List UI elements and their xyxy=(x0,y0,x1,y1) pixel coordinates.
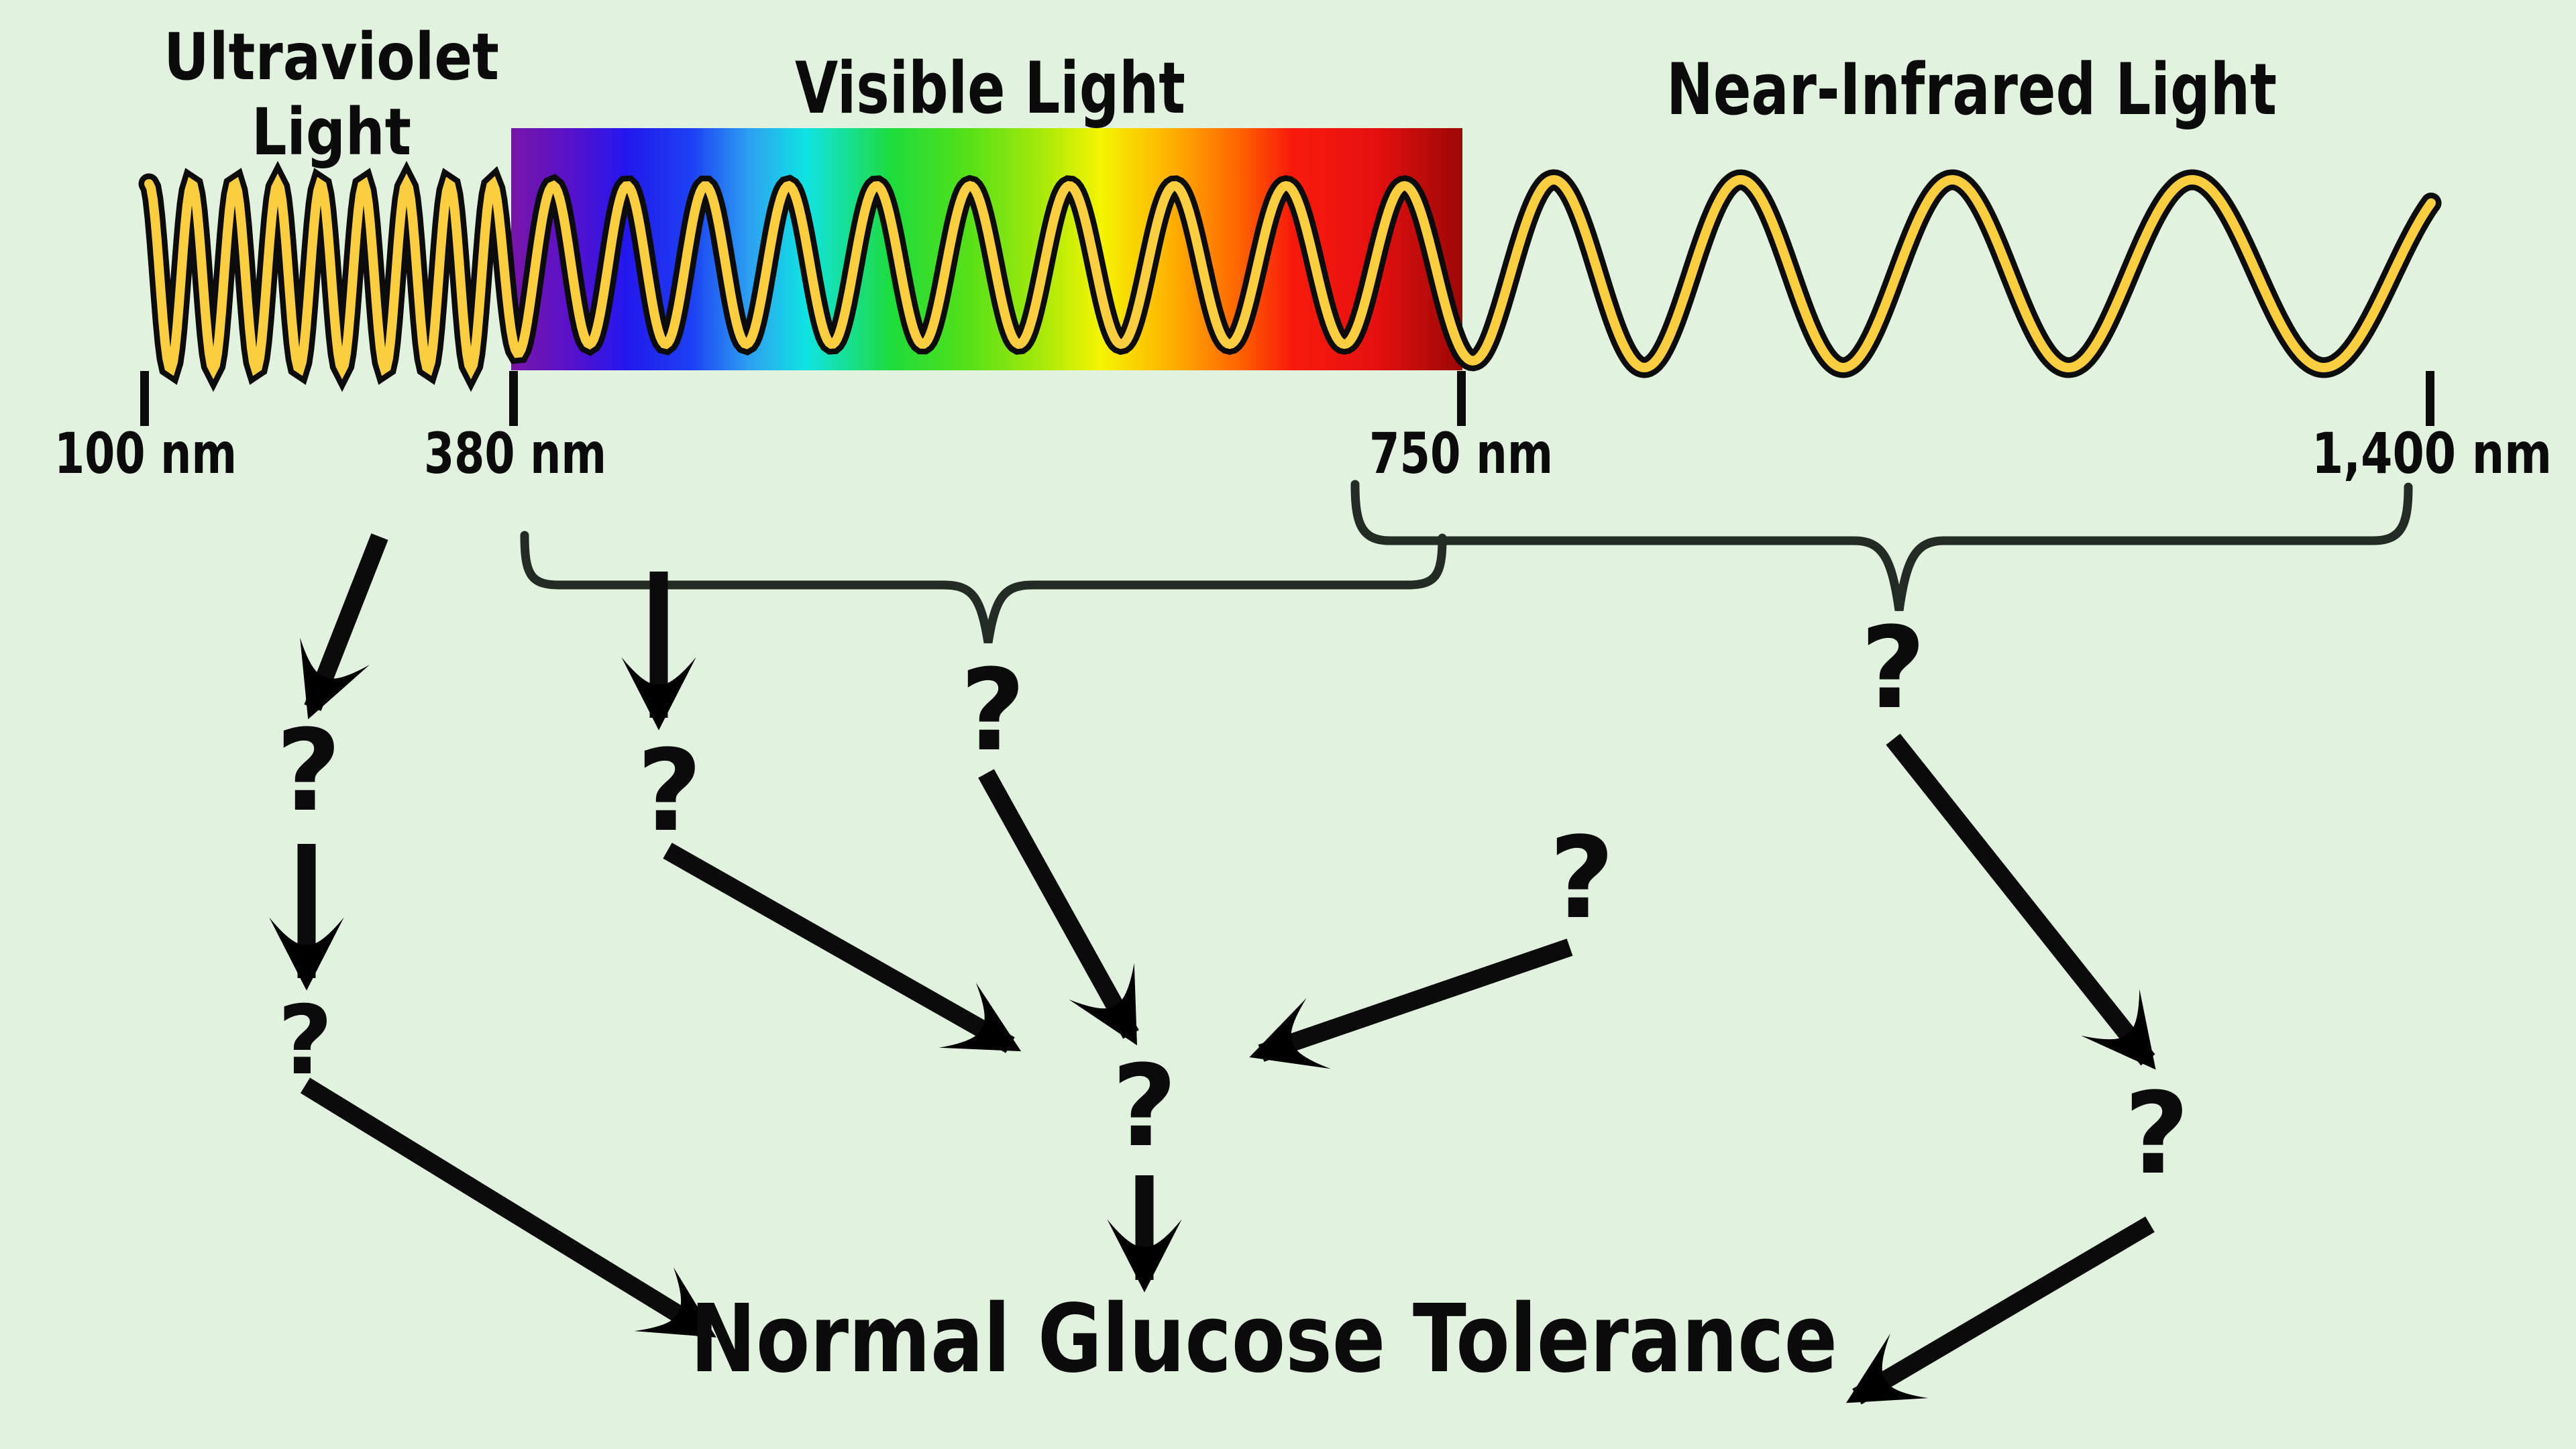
arrow-q2-to-center xyxy=(663,843,1022,1053)
outcome-label: Normal Glucose Tolerance xyxy=(690,1285,1837,1394)
brace-visible-range xyxy=(520,531,1447,644)
light-wave xyxy=(144,173,2436,380)
tick-100nm xyxy=(140,371,149,426)
arrow-visible-to-center xyxy=(978,769,1139,1046)
question-mark-right: ? xyxy=(1549,812,1614,944)
arrow-uv-down xyxy=(300,533,388,720)
arrow-nir-down xyxy=(1886,733,2156,1070)
tick-label-750nm: 750 nm xyxy=(1369,421,1553,486)
arrow-q8-to-outcome xyxy=(1845,1216,2155,1405)
question-mark-center: ? xyxy=(1112,1040,1177,1172)
question-mark-uv-1: ? xyxy=(276,705,341,837)
arrow-q4-to-center xyxy=(1249,938,1573,1069)
label-near-infrared-light: Near-Infrared Light xyxy=(1666,48,2277,131)
tick-label-1400nm: 1,400 nm xyxy=(2312,421,2552,486)
question-mark-380: ? xyxy=(637,725,702,857)
question-mark-nir-2: ? xyxy=(2124,1068,2189,1199)
label-visible-light: Visible Light xyxy=(795,47,1185,129)
question-marks: ? ? ? ? ? ? ? ? xyxy=(276,602,2189,1199)
question-mark-nir: ? xyxy=(1860,602,1925,734)
label-ultraviolet-line1: Ultraviolet xyxy=(164,19,499,95)
tick-label-100nm: 100 nm xyxy=(54,421,237,486)
arrow-q6-to-outcome xyxy=(300,1077,716,1339)
brace-near-infrared-range xyxy=(1350,480,2413,611)
tick-label-380nm: 380 nm xyxy=(424,421,606,486)
tick-1400nm xyxy=(2426,371,2434,426)
question-mark-visible: ? xyxy=(960,645,1025,776)
tick-750nm xyxy=(1457,371,1466,426)
label-ultraviolet-line2: Light xyxy=(252,95,411,170)
arrows xyxy=(269,533,2156,1405)
question-mark-uv-2: ? xyxy=(278,985,333,1096)
tick-380nm xyxy=(509,371,518,426)
